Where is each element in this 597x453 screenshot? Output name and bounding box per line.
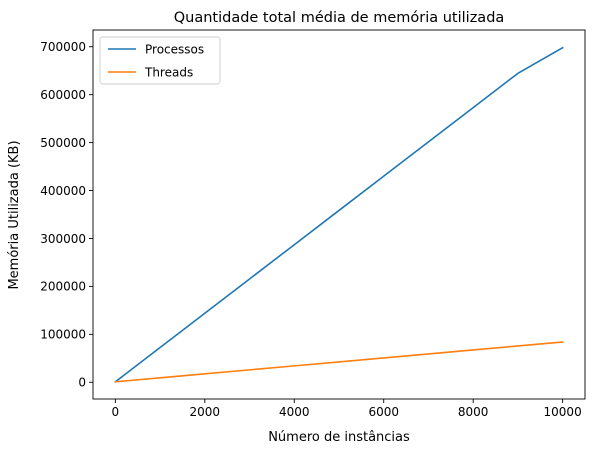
x-axis-label: Número de instâncias: [268, 430, 410, 445]
legend: Processos Threads: [99, 36, 221, 85]
y-tick-label: 0: [78, 376, 86, 390]
plot-area: [93, 30, 585, 399]
y-tick-label: 600000: [40, 88, 86, 102]
x-tick-label: 0: [112, 405, 120, 419]
x-tick-label: 2000: [190, 405, 221, 419]
series-line-1: [114, 46, 564, 383]
x-tick-label: 10000: [544, 405, 582, 419]
series-line-2: [114, 341, 564, 383]
y-tick-label: 300000: [40, 232, 86, 246]
y-axis-label: Memória Utilizada (KB): [7, 140, 22, 289]
x-tick-label: 4000: [279, 405, 310, 419]
y-tick-label: 500000: [40, 136, 86, 150]
chart-title: Quantidade total média de memória utiliz…: [174, 10, 505, 26]
x-tick-label: 6000: [368, 405, 399, 419]
series-layer: [114, 46, 564, 383]
y-tick-label: 700000: [40, 40, 86, 54]
y-tick-label: 100000: [40, 328, 86, 342]
axes-layer: 0 2000 4000 6000 8000 10000010000020000030000…: [40, 29, 586, 419]
axes-frame: [92, 29, 586, 400]
legend-label-1: Processos: [145, 43, 204, 57]
y-tick-label: 200000: [40, 280, 86, 294]
x-tick-label: 8000: [458, 405, 489, 419]
y-tick-label: 400000: [40, 184, 86, 198]
legend-label-2: Threads: [144, 66, 193, 80]
